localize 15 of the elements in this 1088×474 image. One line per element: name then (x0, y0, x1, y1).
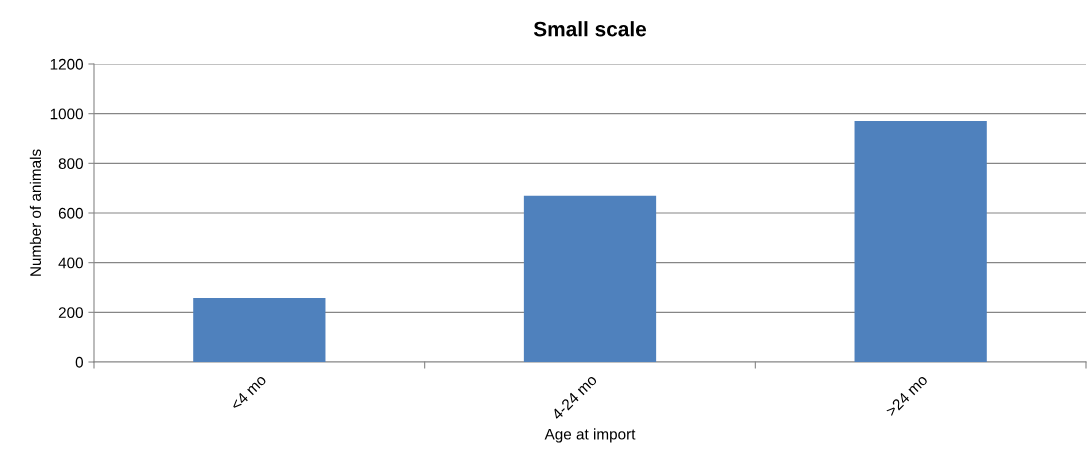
y-tick-label: 800 (58, 158, 83, 170)
x-tick-label: >24 mo (885, 373, 929, 417)
bar (854, 121, 987, 362)
y-tick-label: 1000 (50, 108, 83, 120)
y-tick-label: 200 (58, 307, 83, 319)
y-tick-label: 400 (58, 257, 83, 269)
y-tick-label: 0 (75, 356, 83, 368)
x-tick-label: <4 mo (229, 373, 267, 411)
chart-title: Small scale (533, 21, 647, 37)
y-tick-label: 1200 (50, 58, 83, 70)
bar (193, 297, 326, 362)
y-tick-label: 600 (58, 207, 83, 219)
x-axis-title: Age at import (544, 428, 636, 443)
y-axis-title: Number of animals (29, 149, 42, 276)
bar (523, 195, 657, 362)
